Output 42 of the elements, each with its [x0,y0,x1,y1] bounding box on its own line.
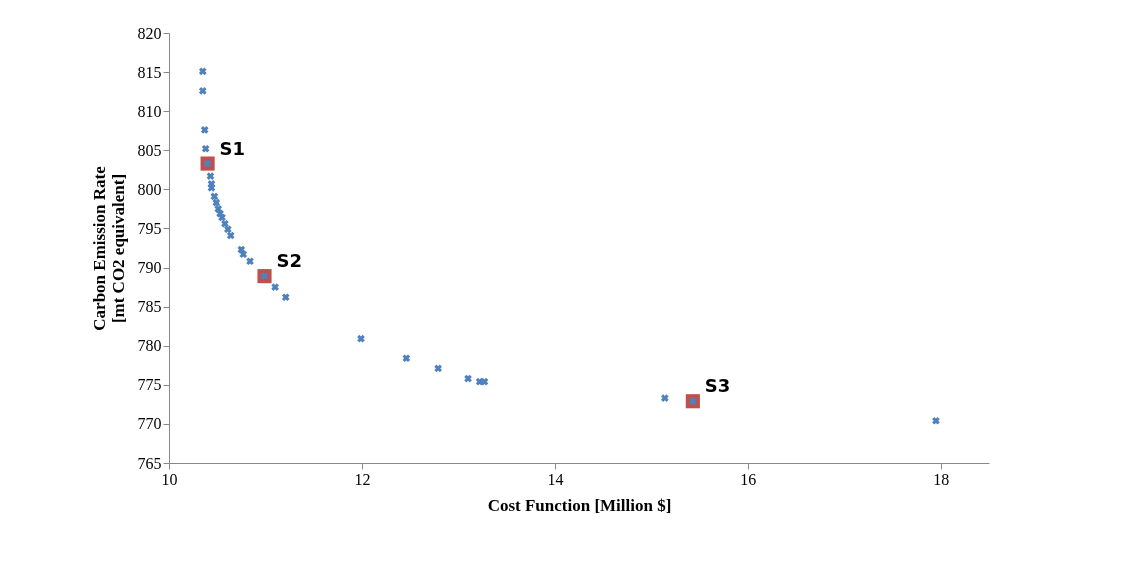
y-tick-label: 765 [137,454,162,472]
point [200,126,209,134]
point [206,172,215,180]
point [402,354,411,363]
annotation: S2 [276,250,303,272]
point [218,213,226,222]
x-axis-title: Cost Function [Million $] [487,495,672,515]
x-tick-label: 18 [933,470,950,488]
point [246,257,254,266]
y-tick-label: 820 [137,24,162,42]
x-tick-label: 12 [354,470,371,488]
y-tick-label: 800 [137,180,162,198]
point [212,198,221,207]
point [239,250,248,259]
point [198,87,207,95]
point [210,192,219,201]
y-axis-title: Carbon Emission Rate [mt CO2 equivalent] [89,165,128,331]
annotation: S3 [704,375,731,397]
point [226,231,235,240]
y-tick-label: 775 [137,376,162,394]
point [271,283,279,291]
y-tick-label: 780 [137,337,162,355]
y-tick-label: 810 [137,102,162,120]
point [932,416,940,425]
point [221,219,229,228]
y-tick-label: 805 [137,141,162,159]
point [434,364,442,373]
annotation: S1 [219,137,246,159]
y-tick-label: 785 [137,298,162,316]
y-tick-label: 815 [137,63,162,81]
point [198,67,207,76]
x-tick-label: 14 [547,470,564,488]
point [357,334,365,343]
y-tick-label: 795 [137,219,162,237]
point [224,225,232,234]
point [201,144,210,153]
x-tick-label: 10 [161,470,178,488]
y-tick-label: 790 [137,259,162,277]
point [281,293,290,302]
y-tick-label: 770 [137,415,162,433]
point [661,394,669,402]
x-tick-label: 16 [740,470,757,488]
